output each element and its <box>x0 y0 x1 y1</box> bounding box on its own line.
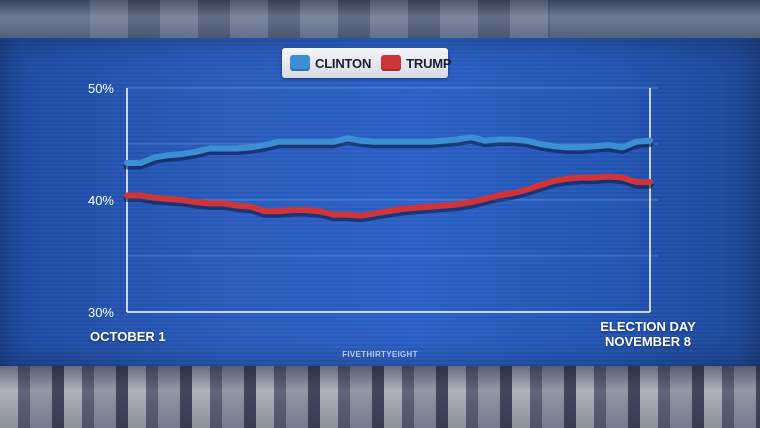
background-photo-bottom <box>0 366 760 428</box>
y-tick-label: 30% <box>88 305 114 320</box>
y-tick-label: 50% <box>88 81 114 96</box>
legend-label-clinton: CLINTON <box>315 55 372 71</box>
source-credit: FIVETHIRTYEIGHT <box>342 350 418 359</box>
series-lines <box>123 134 654 223</box>
y-tick-label: 40% <box>88 193 114 208</box>
gridlines <box>127 87 658 257</box>
background-photo-top <box>0 0 760 38</box>
legend: CLINTON TRUMP <box>282 48 452 78</box>
legend-swatch-trump <box>381 55 402 71</box>
x-axis-end-label-line2: NOVEMBER 8 <box>605 334 691 349</box>
series-line-trump <box>124 173 653 219</box>
legend-item-trump: TRUMP <box>381 55 452 71</box>
legend-label-trump: TRUMP <box>406 55 452 71</box>
series-line-clinton <box>124 134 653 166</box>
legend-item-clinton: CLINTON <box>290 55 371 71</box>
x-axis-end-label: ELECTION DAY NOVEMBER 8 <box>586 319 710 349</box>
legend-swatch-clinton <box>290 55 310 71</box>
x-axis-start-label: OCTOBER 1 <box>90 329 166 344</box>
x-axis-end-label-line1: ELECTION DAY <box>600 319 696 334</box>
y-axis-tick-labels: 50% 40% 30% <box>88 81 114 320</box>
